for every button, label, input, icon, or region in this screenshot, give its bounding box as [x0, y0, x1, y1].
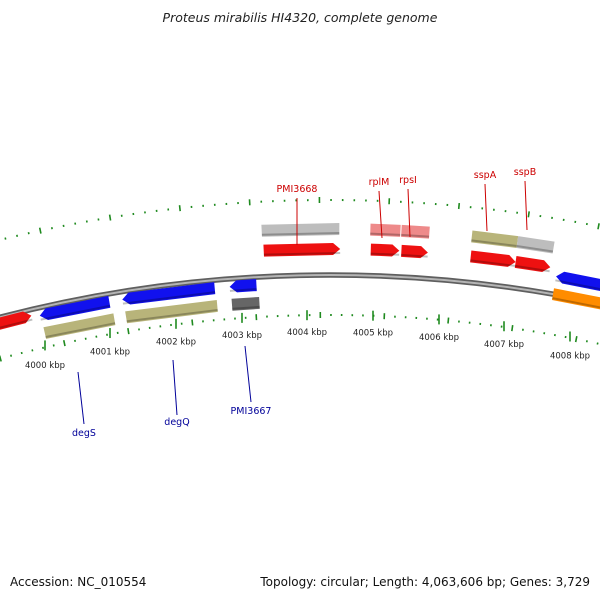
gene-label-sspa: sspA — [474, 170, 497, 181]
gene-label-sspb: sspB — [514, 167, 536, 178]
outer-tick — [597, 223, 600, 230]
outer-tick — [178, 205, 181, 212]
gene-orange-right — [551, 288, 600, 310]
gene-degs — [43, 313, 116, 339]
backbone-highlight — [0, 274, 600, 319]
gene-rpsi — [401, 224, 430, 239]
cds-degq-shade — [122, 291, 216, 305]
outer-tick — [38, 227, 42, 234]
gene-degq — [125, 299, 218, 324]
inner-tick — [447, 317, 450, 324]
leader-line — [172, 359, 178, 416]
cds-blue-right-shade — [555, 279, 600, 291]
inner-tick — [574, 336, 578, 343]
leader-line — [407, 188, 411, 238]
leader-line — [244, 345, 252, 403]
cds-rplm-shade — [370, 252, 400, 256]
leader-line — [524, 180, 528, 231]
leader-line — [378, 190, 383, 239]
cds-rplm — [370, 243, 400, 257]
cds-pmi3668-shade — [263, 252, 341, 256]
cds-sspa-shade — [470, 259, 516, 267]
gene-degs-shade — [45, 322, 116, 338]
kbp-label: 4002 kbp — [156, 338, 196, 348]
cds-blue-right — [556, 271, 600, 292]
cds-pmi3667 — [229, 279, 257, 293]
cds-red-left — [0, 311, 32, 330]
kbp-label: 4008 kbp — [550, 351, 590, 361]
cds-degq — [122, 282, 216, 305]
cds-pmi3668 — [263, 243, 341, 257]
cds-red-left-shade — [0, 318, 33, 329]
outer-tick — [527, 211, 530, 218]
gene-label-rplm: rplM — [369, 177, 390, 188]
gene-label-rpsi: rpsI — [399, 175, 417, 186]
cds-rpsi — [401, 244, 428, 259]
cds-sspb-shade — [514, 264, 550, 273]
map-title: Proteus mirabilis HI4320, complete genom… — [162, 10, 438, 25]
cds-pmi3667-shade — [229, 288, 257, 292]
leader-line — [77, 371, 85, 425]
kbp-label: 4003 kbp — [222, 331, 262, 341]
cds-degs — [39, 295, 111, 321]
accession-label: Accession: NC_010554 — [10, 575, 147, 589]
gene-sspa-shade — [471, 239, 517, 247]
gene-rplm-shade — [370, 232, 401, 236]
gene-rplm — [370, 223, 401, 237]
gene-label-degs: degS — [72, 428, 96, 439]
kbp-label: 4000 kbp — [25, 361, 65, 371]
inner-tick — [10, 354, 13, 357]
cds-sspa — [470, 250, 516, 267]
inner-tick — [0, 355, 2, 362]
gene-pmi3668-shade — [261, 232, 340, 236]
gene-label-pmi3667: PMI3667 — [231, 406, 272, 417]
inner-tick — [62, 339, 66, 347]
cds-rpsi-shade — [401, 253, 428, 258]
cds-degs-shade — [40, 304, 111, 321]
gene-label-pmi3668: PMI3668 — [277, 184, 318, 195]
leader-line — [484, 183, 488, 232]
gene-sspb-shade — [516, 244, 554, 253]
gene-pmi3668 — [261, 223, 340, 237]
kbp-label: 4001 kbp — [90, 348, 130, 358]
gene-rpsi-shade — [401, 233, 430, 238]
cds-sspb — [514, 256, 551, 273]
inner-tick — [511, 325, 514, 332]
gene-pmi3667-shade — [232, 305, 260, 310]
outer-tick — [108, 214, 112, 221]
kbp-label: 4004 kbp — [287, 328, 327, 338]
gene-label-degq: degQ — [164, 417, 189, 428]
kbp-label: 4007 kbp — [484, 340, 524, 350]
genome-summary: Topology: circular; Length: 4,063,606 bp… — [260, 575, 590, 589]
inner-tick — [191, 319, 194, 326]
gene-pmi3667 — [231, 296, 260, 311]
gene-sspb — [516, 236, 555, 254]
inner-tick — [127, 328, 130, 335]
kbp-label: 4005 kbp — [353, 329, 393, 339]
kbp-label: 4006 kbp — [419, 333, 459, 343]
outer-tick — [457, 202, 461, 210]
gene-sspa — [471, 230, 519, 248]
gene-degq-shade — [126, 308, 218, 323]
